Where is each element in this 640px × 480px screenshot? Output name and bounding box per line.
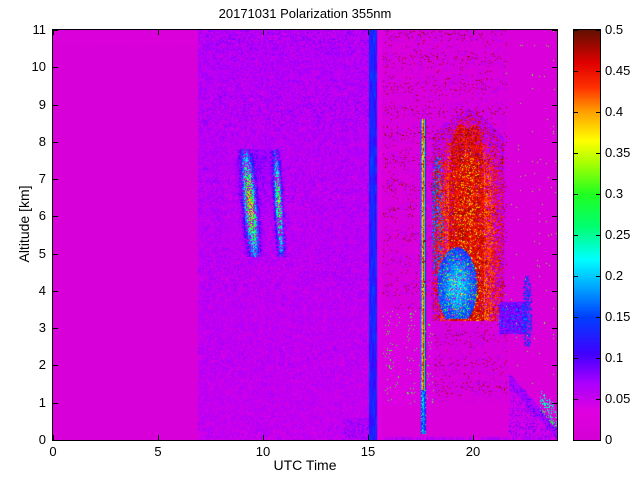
colorbar-tick-right: [596, 235, 600, 236]
colorbar-tick: [574, 317, 578, 318]
colorbar-tick: [574, 358, 578, 359]
y-axis-label: Altitude [km]: [16, 185, 32, 263]
y-axis-tick-label: 0: [38, 432, 46, 447]
y-axis-tick-right: [552, 30, 557, 31]
x-axis-tick: [263, 435, 264, 440]
colorbar-tick-label: 0.45: [605, 63, 631, 78]
x-axis-tick-top: [263, 30, 264, 35]
y-axis-tick-label: 6: [38, 208, 46, 223]
y-axis-tick-right: [552, 179, 557, 180]
y-axis-tick: [53, 179, 58, 180]
y-axis-tick-label: 3: [38, 320, 46, 335]
y-axis-tick-label: 10: [31, 59, 46, 74]
colorbar-tick-right: [596, 358, 600, 359]
x-axis-tick-label: 0: [49, 444, 57, 459]
x-axis-tick-label: 5: [154, 444, 162, 459]
x-axis-tick-top: [368, 30, 369, 35]
colorbar-tick-label: 0.1: [605, 350, 624, 365]
colorbar-tick-right: [596, 30, 600, 31]
y-axis-tick-right: [552, 403, 557, 404]
x-axis-tick: [368, 435, 369, 440]
y-axis-tick-label: 8: [38, 134, 46, 149]
y-axis-tick: [53, 291, 58, 292]
x-axis-tick-top: [53, 30, 54, 35]
colorbar-tick: [574, 153, 578, 154]
x-axis-tick-label: 15: [360, 444, 376, 459]
y-axis-tick: [53, 216, 58, 217]
y-axis-tick-right: [552, 291, 557, 292]
colorbar-tick-label: 0.3: [605, 186, 624, 201]
colorbar-tick: [574, 71, 578, 72]
y-axis-tick: [53, 403, 58, 404]
y-axis-tick: [53, 105, 58, 106]
colorbar-tick-label: 0.4: [605, 104, 624, 119]
colorbar-tick: [574, 276, 578, 277]
y-axis-tick-label: 2: [38, 357, 46, 372]
y-axis-tick-label: 5: [38, 246, 46, 261]
y-axis-tick-label: 11: [32, 22, 47, 37]
y-axis-tick-right: [552, 67, 557, 68]
page-title: 20171031 Polarization 355nm: [218, 6, 392, 21]
y-axis-tick-label: 7: [38, 171, 46, 186]
colorbar-tick-right: [596, 194, 600, 195]
colorbar-tick-label: 0.15: [605, 309, 631, 324]
y-axis-tick-label: 1: [38, 395, 46, 410]
colorbar[interactable]: [573, 29, 601, 441]
colorbar-tick: [574, 235, 578, 236]
y-axis-tick-right: [552, 216, 557, 217]
colorbar-tick: [574, 399, 578, 400]
colorbar-tick: [574, 440, 578, 441]
colorbar-tick-label: 0: [605, 432, 613, 447]
colorbar-gradient: [574, 30, 600, 440]
colorbar-tick: [574, 112, 578, 113]
colorbar-tick-label: 0.5: [605, 22, 624, 37]
y-axis-tick: [53, 254, 58, 255]
heatmap-image: [53, 30, 557, 440]
colorbar-tick: [574, 194, 578, 195]
colorbar-tick-right: [596, 71, 600, 72]
y-axis-tick: [53, 328, 58, 329]
colorbar-tick-right: [596, 399, 600, 400]
x-axis-tick-top: [158, 30, 159, 35]
colorbar-tick-right: [596, 153, 600, 154]
x-axis-tick-label: 20: [465, 444, 481, 459]
colorbar-tick: [574, 30, 578, 31]
y-axis-tick-right: [552, 254, 557, 255]
colorbar-tick-label: 0.05: [605, 391, 631, 406]
y-axis-tick-label: 4: [38, 283, 46, 298]
y-axis-tick: [53, 67, 58, 68]
x-axis-label: UTC Time: [273, 457, 337, 473]
y-axis-tick-right: [552, 105, 557, 106]
x-axis-tick: [158, 435, 159, 440]
colorbar-tick-right: [596, 276, 600, 277]
y-axis-tick-right: [552, 440, 557, 441]
heatmap-plot-area[interactable]: [52, 29, 558, 441]
colorbar-tick-right: [596, 440, 600, 441]
y-axis-tick: [53, 440, 58, 441]
colorbar-tick-label: 0.25: [605, 227, 631, 242]
y-axis-tick: [53, 30, 58, 31]
x-axis-tick-label: 10: [255, 444, 271, 459]
colorbar-tick-label: 0.2: [605, 268, 624, 283]
y-axis-tick-right: [552, 142, 557, 143]
x-axis-tick: [53, 435, 54, 440]
y-axis-tick: [53, 365, 58, 366]
y-axis-tick: [53, 142, 58, 143]
x-axis-tick: [473, 435, 474, 440]
colorbar-tick-label: 0.35: [605, 145, 631, 160]
colorbar-tick-right: [596, 317, 600, 318]
y-axis-tick-right: [552, 365, 557, 366]
x-axis-tick-top: [473, 30, 474, 35]
colorbar-tick-right: [596, 112, 600, 113]
y-axis-tick-label: 9: [38, 97, 46, 112]
y-axis-tick-right: [552, 328, 557, 329]
